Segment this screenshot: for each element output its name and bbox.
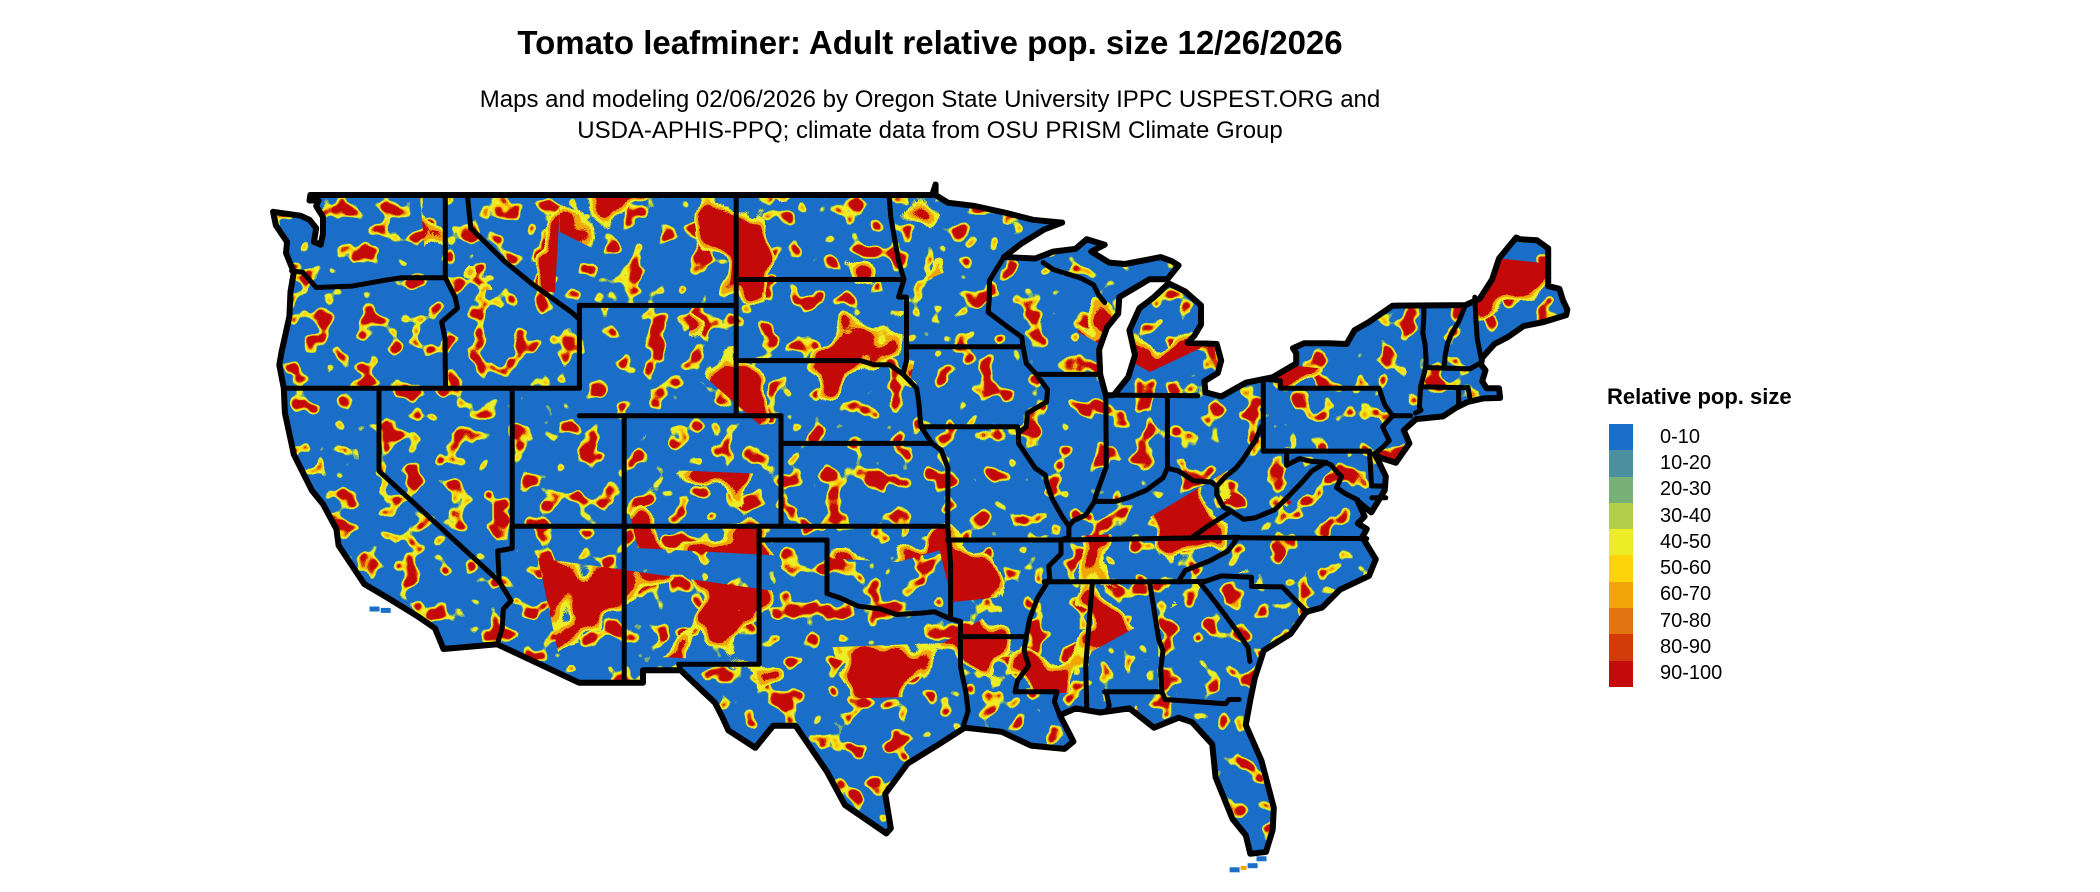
legend-label: 90-100 — [1660, 662, 1723, 685]
legend-row: 30-40 — [1609, 502, 1792, 530]
legend-row: 60-70 — [1609, 581, 1792, 609]
legend-swatch-70-80 — [1609, 608, 1633, 635]
legend-row: 10-20 — [1609, 450, 1792, 477]
legend-label: 70-80 — [1660, 609, 1712, 632]
legend-label: 20-30 — [1660, 478, 1712, 501]
legend-swatch-20-30 — [1609, 476, 1633, 503]
legend-swatch-50-60 — [1609, 555, 1633, 582]
legend-swatch-40-50 — [1609, 529, 1633, 556]
legend-swatch-0-10 — [1609, 424, 1633, 451]
legend-swatch-30-40 — [1609, 502, 1633, 530]
legend-row: 0-10 — [1609, 424, 1792, 451]
legend-label: 10-20 — [1660, 451, 1712, 474]
legend-row: 40-50 — [1609, 529, 1792, 556]
legend-label: 0-10 — [1660, 425, 1701, 448]
legend-label: 30-40 — [1660, 504, 1712, 527]
legend-label: 50-60 — [1660, 557, 1712, 580]
legend-title: Relative pop. size — [1607, 384, 1792, 409]
legend-label: 40-50 — [1660, 530, 1712, 553]
legend-row: 80-90 — [1609, 634, 1792, 661]
legend: Relative pop. size 0-10 10-20 20-30 30-4… — [1607, 384, 1792, 687]
legend-swatch-90-100 — [1609, 660, 1633, 687]
subtitle-line-1: Maps and modeling 02/06/2026 by Oregon S… — [479, 86, 1381, 113]
legend-label: 80-90 — [1660, 636, 1712, 659]
subtitle-line-2: USDA-APHIS-PPQ; climate data from OSU PR… — [577, 117, 1283, 144]
legend-swatch-60-70 — [1609, 581, 1633, 609]
legend-swatch-10-20 — [1609, 450, 1633, 477]
page-title: Tomato leafminer: Adult relative pop. si… — [517, 24, 1343, 61]
legend-row: 90-100 — [1609, 660, 1792, 687]
legend-swatch-80-90 — [1609, 634, 1633, 661]
legend-row: 20-30 — [1609, 476, 1792, 503]
legend-row: 50-60 — [1609, 555, 1792, 582]
legend-row: 70-80 — [1609, 608, 1792, 635]
legend-label: 60-70 — [1660, 583, 1712, 606]
map-subtitle: Maps and modeling 02/06/2026 by Oregon S… — [270, 84, 1590, 146]
